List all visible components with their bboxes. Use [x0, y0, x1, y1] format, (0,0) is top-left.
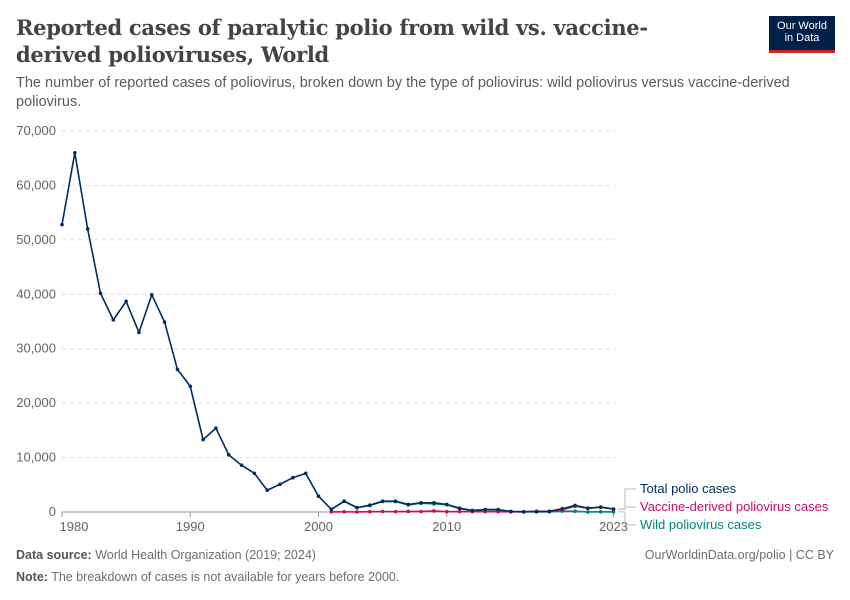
x-tick-label: 1990 [176, 519, 205, 534]
data-point [586, 506, 590, 510]
x-tick-label: 2000 [304, 519, 333, 534]
data-point [201, 437, 205, 442]
data-point [509, 509, 513, 514]
data-point [60, 222, 64, 227]
data-point [406, 509, 411, 514]
data-point [355, 510, 359, 514]
legend-connector [618, 511, 636, 526]
data-point [111, 318, 116, 322]
data-point [406, 502, 411, 507]
data-point [252, 471, 257, 476]
data-point [419, 500, 423, 505]
data-point [368, 509, 372, 514]
data-source: Data source: World Health Organization (… [16, 548, 316, 562]
data-point [496, 507, 500, 512]
data-point [380, 499, 385, 503]
y-tick-label: 30,000 [16, 341, 56, 356]
data-point [444, 509, 449, 514]
logo-line1: Our World [777, 20, 827, 32]
y-tick-label: 20,000 [16, 395, 56, 410]
note-text: The breakdown of cases is not available … [51, 570, 400, 584]
chart-subtitle: The number of reported cases of poliovir… [16, 75, 790, 110]
data-point [483, 507, 488, 512]
data-point [470, 508, 475, 513]
data-point [547, 509, 552, 514]
data-point [342, 509, 346, 514]
legend-connector [618, 506, 636, 510]
data-point [457, 506, 462, 510]
data-point [432, 509, 436, 513]
data-point [586, 510, 590, 514]
data-point [85, 227, 90, 231]
y-tick-label: 50,000 [16, 232, 56, 247]
y-tick-label: 40,000 [16, 286, 56, 301]
data-point [188, 384, 193, 389]
logo-line2: in Data [784, 32, 820, 44]
data-point [393, 509, 398, 514]
series-line-0 [61, 152, 614, 513]
data-point [226, 453, 231, 457]
data-point [368, 503, 372, 507]
owid-logo[interactable]: Our World in Data [769, 16, 835, 53]
source-url[interactable]: OurWorldinData.org/polio | CC BY [644, 548, 834, 562]
data-point [611, 510, 616, 514]
y-tick-label: 70,000 [16, 123, 56, 138]
data-point [534, 509, 539, 514]
legend-label: Vaccine-derived poliovirus cases [640, 499, 829, 514]
x-tick-label: 2010 [432, 519, 461, 534]
x-tick-label: 1980 [60, 519, 89, 534]
data-point [239, 463, 244, 467]
data-point [175, 367, 180, 372]
data-point [598, 510, 603, 514]
data-point [214, 426, 218, 430]
data-point [560, 506, 564, 511]
x-tick-label: 2023 [599, 519, 628, 534]
data-point [149, 293, 154, 297]
data-point [98, 291, 103, 295]
legend-connector [618, 488, 636, 510]
data-point [432, 500, 436, 505]
chart-title: Reported cases of paralytic polio from w… [16, 15, 648, 67]
data-point [380, 509, 385, 514]
data-point [303, 471, 308, 476]
data-point [162, 320, 167, 324]
y-tick-label: 0 [49, 504, 56, 519]
data-point [457, 509, 462, 514]
note: Note: The breakdown of cases is not avai… [16, 570, 399, 584]
data-point [355, 505, 359, 510]
data-point [73, 150, 77, 155]
data-point [611, 507, 616, 511]
source-text[interactable]: World Health Organization (2019; 2024) [95, 548, 316, 562]
legend-label: Wild poliovirus cases [640, 517, 762, 532]
data-point [291, 475, 295, 480]
data-point [393, 499, 398, 503]
source-label: Data source: [16, 548, 92, 562]
data-point [316, 494, 321, 499]
data-point [265, 488, 270, 493]
data-point [329, 510, 334, 514]
y-tick-label: 60,000 [16, 177, 56, 192]
data-point [342, 499, 346, 503]
data-point [573, 503, 577, 508]
data-point [124, 299, 128, 304]
legend-label: Total polio cases [640, 481, 737, 496]
y-tick-label: 10,000 [16, 450, 56, 465]
data-point [573, 509, 577, 514]
data-point [444, 502, 449, 507]
note-label: Note: [16, 570, 48, 584]
data-point [137, 330, 141, 335]
data-point [278, 482, 282, 487]
data-point [419, 509, 423, 514]
data-point [329, 507, 334, 512]
data-point [521, 509, 526, 514]
data-point [598, 505, 603, 509]
